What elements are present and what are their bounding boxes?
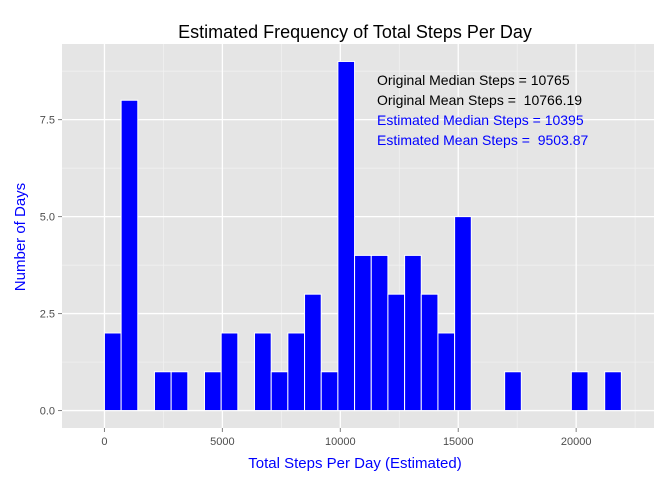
histogram-bar [170, 371, 189, 412]
y-tick-label: 2.5 [40, 309, 55, 321]
histogram-bar [153, 371, 172, 412]
chart-title: Estimated Frequency of Total Steps Per D… [178, 22, 532, 42]
histogram-bar [220, 332, 239, 412]
annotation-group: Original Median Steps = 10765 Original Me… [377, 72, 589, 148]
histogram-bar [504, 371, 522, 412]
histogram-bar [337, 60, 356, 412]
annotation-text: Original Median Steps = 10765 [377, 72, 570, 88]
histogram-bar [354, 254, 372, 412]
histogram-bar [420, 293, 439, 412]
histogram-bar [387, 293, 406, 412]
y-axis-ticks: 0.0 2.5 5.0 7.5 [40, 115, 62, 418]
histogram-bar [604, 371, 622, 412]
x-axis-title: Total Steps Per Day (Estimated) [248, 455, 461, 472]
y-tick-label: 5.0 [40, 212, 55, 224]
histogram-bar [320, 371, 339, 412]
histogram-bar [287, 332, 306, 412]
annotation-text: Estimated Mean Steps = 9503.87 [377, 132, 589, 148]
y-tick-label: 7.5 [40, 115, 55, 127]
histogram-bars [103, 60, 622, 412]
histogram-bar [203, 371, 222, 412]
histogram-bar [370, 254, 389, 412]
histogram-bar [103, 332, 122, 412]
x-tick-label: 10000 [325, 436, 356, 448]
histogram-bar [120, 99, 139, 412]
histogram-bar [404, 254, 422, 412]
y-axis-title: Number of Days [12, 183, 29, 291]
histogram-bar [454, 216, 472, 412]
x-tick-label: 0 [101, 436, 107, 448]
x-axis-ticks: 0 5000 10000 15000 20000 [101, 428, 591, 448]
histogram-bar [270, 371, 289, 412]
annotation-text: Estimated Median Steps = 10395 [377, 112, 584, 128]
histogram-bar [437, 332, 456, 412]
x-tick-label: 20000 [561, 436, 592, 448]
histogram-bar [304, 293, 322, 412]
x-tick-label: 5000 [210, 436, 234, 448]
histogram-bar [254, 332, 272, 412]
histogram-bar [570, 371, 589, 412]
y-tick-label: 0.0 [40, 406, 55, 418]
annotation-text: Original Mean Steps = 10766.19 [377, 92, 582, 108]
x-tick-label: 15000 [443, 436, 474, 448]
